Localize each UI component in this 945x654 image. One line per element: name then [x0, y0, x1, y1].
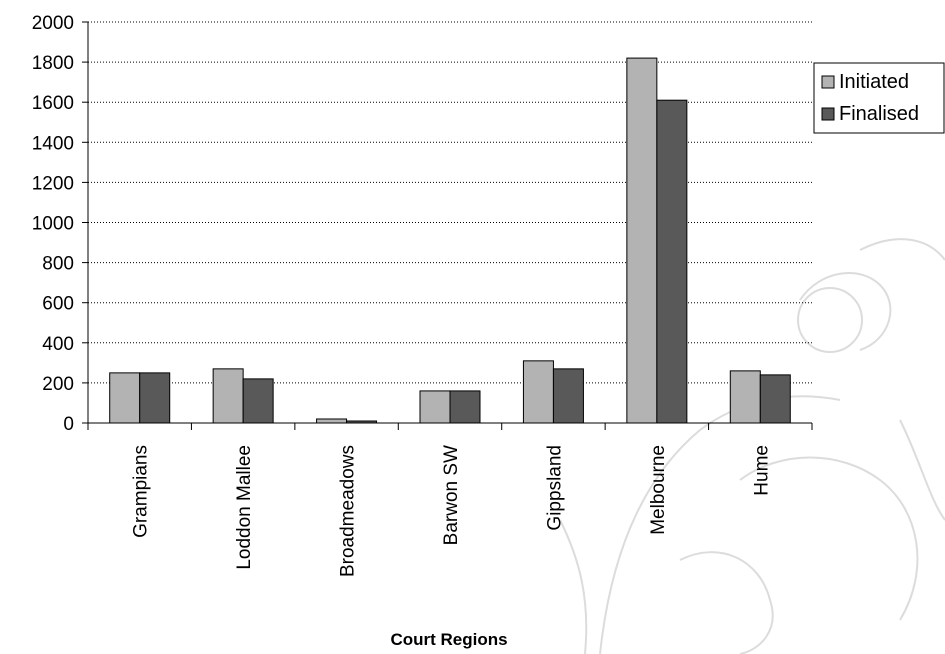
legend-swatch-finalised	[821, 107, 835, 121]
legend-label-finalised: Finalised	[839, 103, 919, 125]
bar-initiated-melbourne	[626, 57, 658, 424]
x-axis-label: Court Regions	[390, 630, 507, 649]
legend-swatch-initiated	[821, 75, 835, 89]
bar-finalised-melbourne	[656, 99, 688, 424]
y-tick-label: 1400	[32, 133, 74, 154]
x-category-label: Hume	[751, 445, 772, 496]
x-category-label: Barwon SW	[441, 445, 462, 545]
y-tick-label: 1600	[32, 93, 74, 114]
y-tick-label: 400	[42, 334, 74, 355]
y-tick-label: 600	[42, 294, 74, 315]
bar-initiated-loddon-mallee	[212, 368, 244, 424]
y-tick-labels: 0 200 400 600 800 1000 1200 1400 1600 1800 2000	[32, 13, 74, 435]
bar-finalised-gippsland	[552, 368, 584, 424]
bars	[109, 57, 791, 424]
x-category-label: Loddon Mallee	[234, 445, 255, 570]
y-tick-label: 1000	[32, 214, 74, 235]
y-tick-label: 0	[63, 414, 74, 435]
y-tick-label: 200	[42, 374, 74, 395]
bar-finalised-loddon-mallee	[242, 378, 274, 424]
legend: Initiated Finalised	[813, 62, 945, 134]
bar-initiated-barwon-sw	[419, 390, 451, 424]
bar-finalised-hume	[759, 374, 791, 424]
x-category-label: Broadmeadows	[338, 445, 359, 577]
bar-initiated-gippsland	[522, 360, 554, 424]
y-tick-label: 1800	[32, 53, 74, 74]
y-tick-label: 800	[42, 254, 74, 275]
legend-label-initiated: Initiated	[839, 71, 909, 93]
bar-finalised-barwon-sw	[449, 390, 481, 424]
x-category-label: Gippsland	[544, 445, 565, 531]
y-tick-label: 2000	[32, 13, 74, 34]
bar-initiated-hume	[729, 370, 761, 424]
x-category-label: Melbourne	[648, 445, 669, 535]
bar-initiated-grampians	[109, 372, 141, 424]
y-tick-label: 1200	[32, 173, 74, 194]
x-category-labels: Grampians Loddon Mallee Broadmeadows Barwon…	[131, 445, 773, 577]
axes	[82, 21, 813, 430]
bar-finalised-grampians	[139, 372, 171, 424]
bar-initiated-broadmeadows	[316, 418, 348, 424]
gridlines	[88, 21, 812, 384]
x-category-label: Grampians	[131, 445, 152, 538]
legend-box	[813, 62, 945, 134]
